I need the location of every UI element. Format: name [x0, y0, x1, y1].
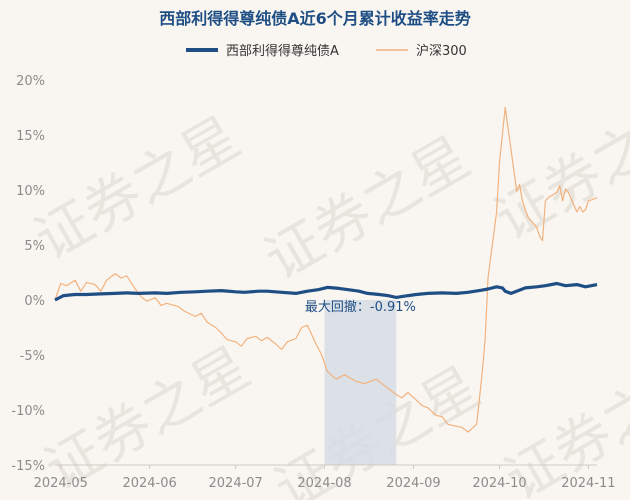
y-tick-label: 15% [16, 129, 45, 144]
y-tick-label: -10% [11, 404, 45, 419]
y-tick-label: -5% [20, 349, 45, 364]
watermark-text: 证券之星 [24, 105, 250, 273]
x-tick-label: 2024-06 [122, 476, 176, 491]
series-line-csi300 [54, 106, 598, 433]
y-tick-label: -15% [11, 459, 45, 474]
legend: 西部利得得尊纯债A 沪深300 [186, 43, 467, 59]
legend-label-fund: 西部利得得尊纯债A [226, 43, 339, 59]
max-drawdown-label: 最大回撤：-0.91% [305, 299, 416, 315]
legend-label-index: 沪深300 [416, 43, 467, 59]
x-tick-label: 2024-09 [386, 476, 440, 491]
x-axis: 2024-05 2024-06 2024-07 2024-08 2024-09 … [34, 465, 616, 491]
chart-title: 西部利得得尊纯债A近6个月累计收益率走势 [159, 9, 471, 28]
x-tick-label: 2024-08 [297, 476, 351, 491]
y-tick-label: 5% [24, 239, 45, 254]
x-tick-label: 2024-05 [34, 476, 88, 491]
y-tick-label: 10% [16, 184, 45, 199]
watermark-text: 证券之星 [254, 125, 480, 293]
y-axis: 20% 15% 10% 5% 0% -5% -10% -15% [11, 74, 45, 474]
y-tick-label: 20% [16, 74, 45, 89]
y-tick-label: 0% [24, 294, 45, 309]
x-tick-label: 2024-11 [561, 476, 615, 491]
series-line-fund [54, 281, 598, 302]
x-tick-label: 2024-10 [472, 476, 526, 491]
x-tick-label: 2024-07 [209, 476, 263, 491]
